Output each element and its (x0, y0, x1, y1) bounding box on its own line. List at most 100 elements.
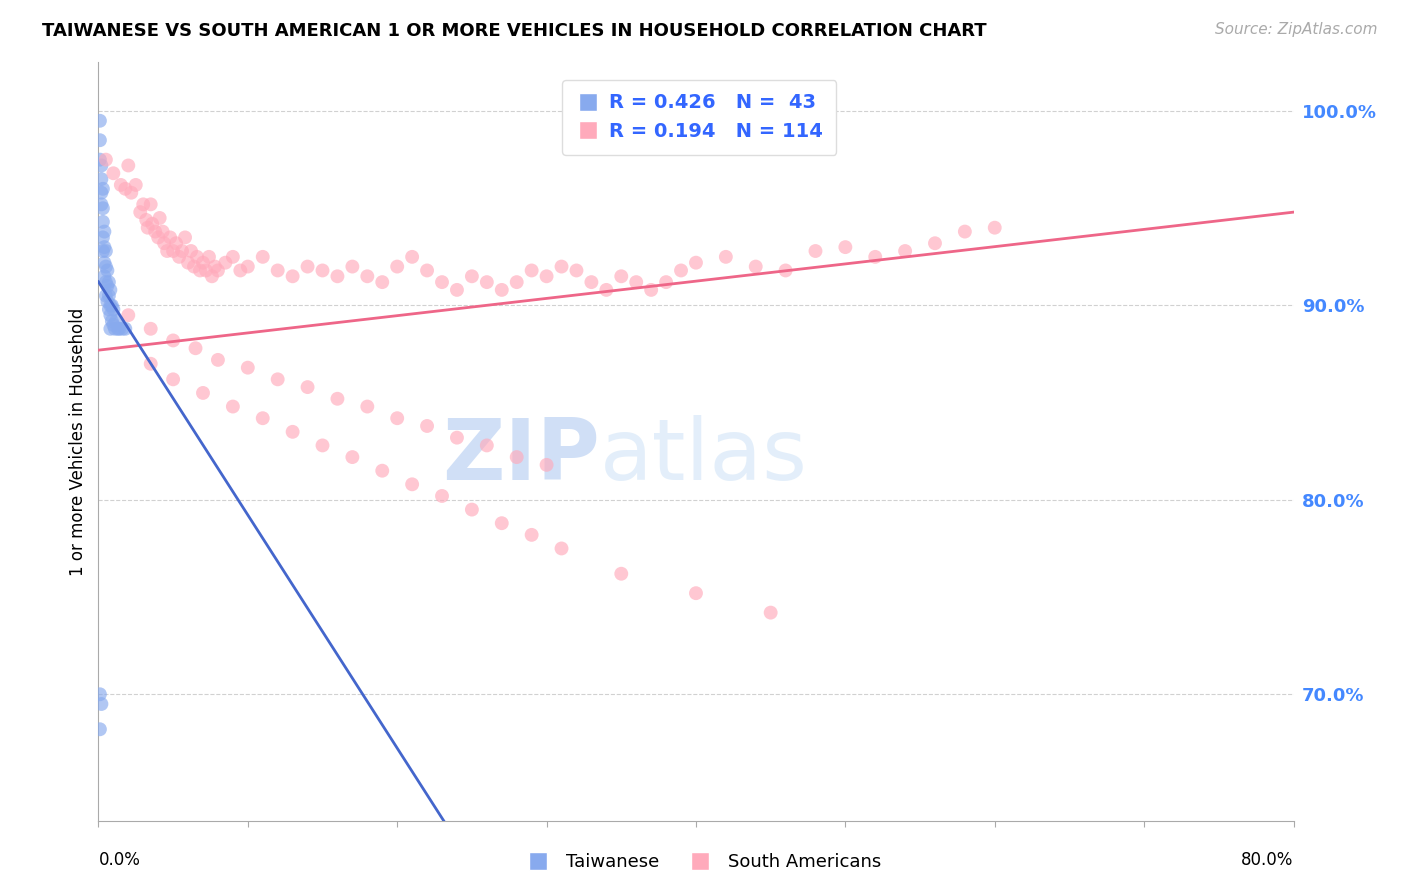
Point (114, 182, 136, 196)
Point (640, 283, 662, 297)
Point (371, 275, 394, 289)
Point (177, 255, 200, 269)
Point (98, 283, 122, 297)
Point (745, 260, 768, 274)
Point (236, 260, 259, 274)
Point (97, 302, 120, 317)
Point (191, 386, 214, 401)
Point (103, 302, 125, 317)
Point (267, 372, 290, 386)
Point (96, 294, 118, 309)
Point (141, 217, 163, 231)
Point (401, 477, 423, 491)
Text: ZIP: ZIP (443, 415, 600, 499)
Point (98, 308, 122, 322)
Point (506, 450, 529, 464)
Point (180, 244, 202, 258)
Point (416, 263, 439, 277)
Point (610, 269, 633, 284)
Point (159, 230, 181, 244)
Point (165, 236, 187, 251)
Text: 80.0%: 80.0% (1241, 851, 1294, 869)
Point (97, 275, 120, 289)
Point (149, 211, 172, 225)
Point (96, 279, 118, 293)
Point (655, 275, 678, 289)
Point (90, 197, 112, 211)
Point (865, 250, 887, 264)
Point (183, 260, 205, 274)
Point (117, 308, 139, 322)
Point (125, 178, 148, 192)
Point (103, 166, 125, 180)
Point (91, 201, 114, 215)
Point (714, 250, 737, 264)
Point (536, 458, 558, 472)
Point (461, 269, 484, 284)
Point (139, 197, 162, 211)
Point (167, 250, 190, 264)
Point (143, 225, 166, 239)
Point (90, 159, 112, 173)
Point (204, 260, 226, 274)
Point (120, 186, 142, 200)
Point (94, 275, 117, 289)
Point (94, 260, 117, 274)
Point (550, 260, 572, 274)
Legend: Taiwanese, South Americans: Taiwanese, South Americans (517, 847, 889, 879)
Point (174, 230, 197, 244)
Point (162, 244, 184, 258)
Point (595, 283, 617, 297)
Point (93, 240, 115, 254)
Point (356, 400, 378, 414)
Point (953, 225, 976, 239)
Point (111, 322, 134, 336)
Point (198, 250, 221, 264)
Point (267, 263, 290, 277)
Point (201, 269, 224, 284)
Point (156, 244, 179, 258)
Point (98, 298, 122, 312)
Point (894, 244, 917, 258)
Point (236, 360, 259, 375)
Point (222, 250, 245, 264)
Point (91, 182, 114, 196)
Point (311, 438, 333, 452)
Point (775, 263, 797, 277)
Point (186, 250, 208, 264)
Point (924, 236, 946, 251)
Point (94, 153, 117, 167)
Point (222, 400, 245, 414)
Point (114, 322, 136, 336)
Point (385, 411, 409, 425)
Point (129, 205, 152, 219)
Text: Source: ZipAtlas.com: Source: ZipAtlas.com (1215, 22, 1378, 37)
Point (103, 318, 125, 332)
Point (108, 322, 131, 336)
Point (191, 255, 214, 269)
Point (207, 352, 229, 367)
Point (461, 502, 484, 516)
Point (93, 225, 115, 239)
Point (401, 250, 423, 264)
Point (98, 322, 122, 336)
Point (207, 263, 229, 277)
Point (229, 263, 252, 277)
Point (804, 244, 827, 258)
Point (162, 372, 184, 386)
Point (550, 541, 572, 556)
Point (326, 269, 349, 284)
Point (506, 275, 529, 289)
Point (491, 516, 513, 531)
Point (89, 153, 111, 167)
Point (94, 289, 117, 303)
Point (107, 322, 129, 336)
Legend: R = 0.426   N =  43, R = 0.194   N = 114: R = 0.426 N = 43, R = 0.194 N = 114 (562, 79, 837, 154)
Point (610, 566, 633, 581)
Point (90, 697, 112, 711)
Point (89, 687, 111, 701)
Point (104, 322, 127, 336)
Point (491, 283, 513, 297)
Point (93, 255, 115, 269)
Point (834, 240, 856, 254)
